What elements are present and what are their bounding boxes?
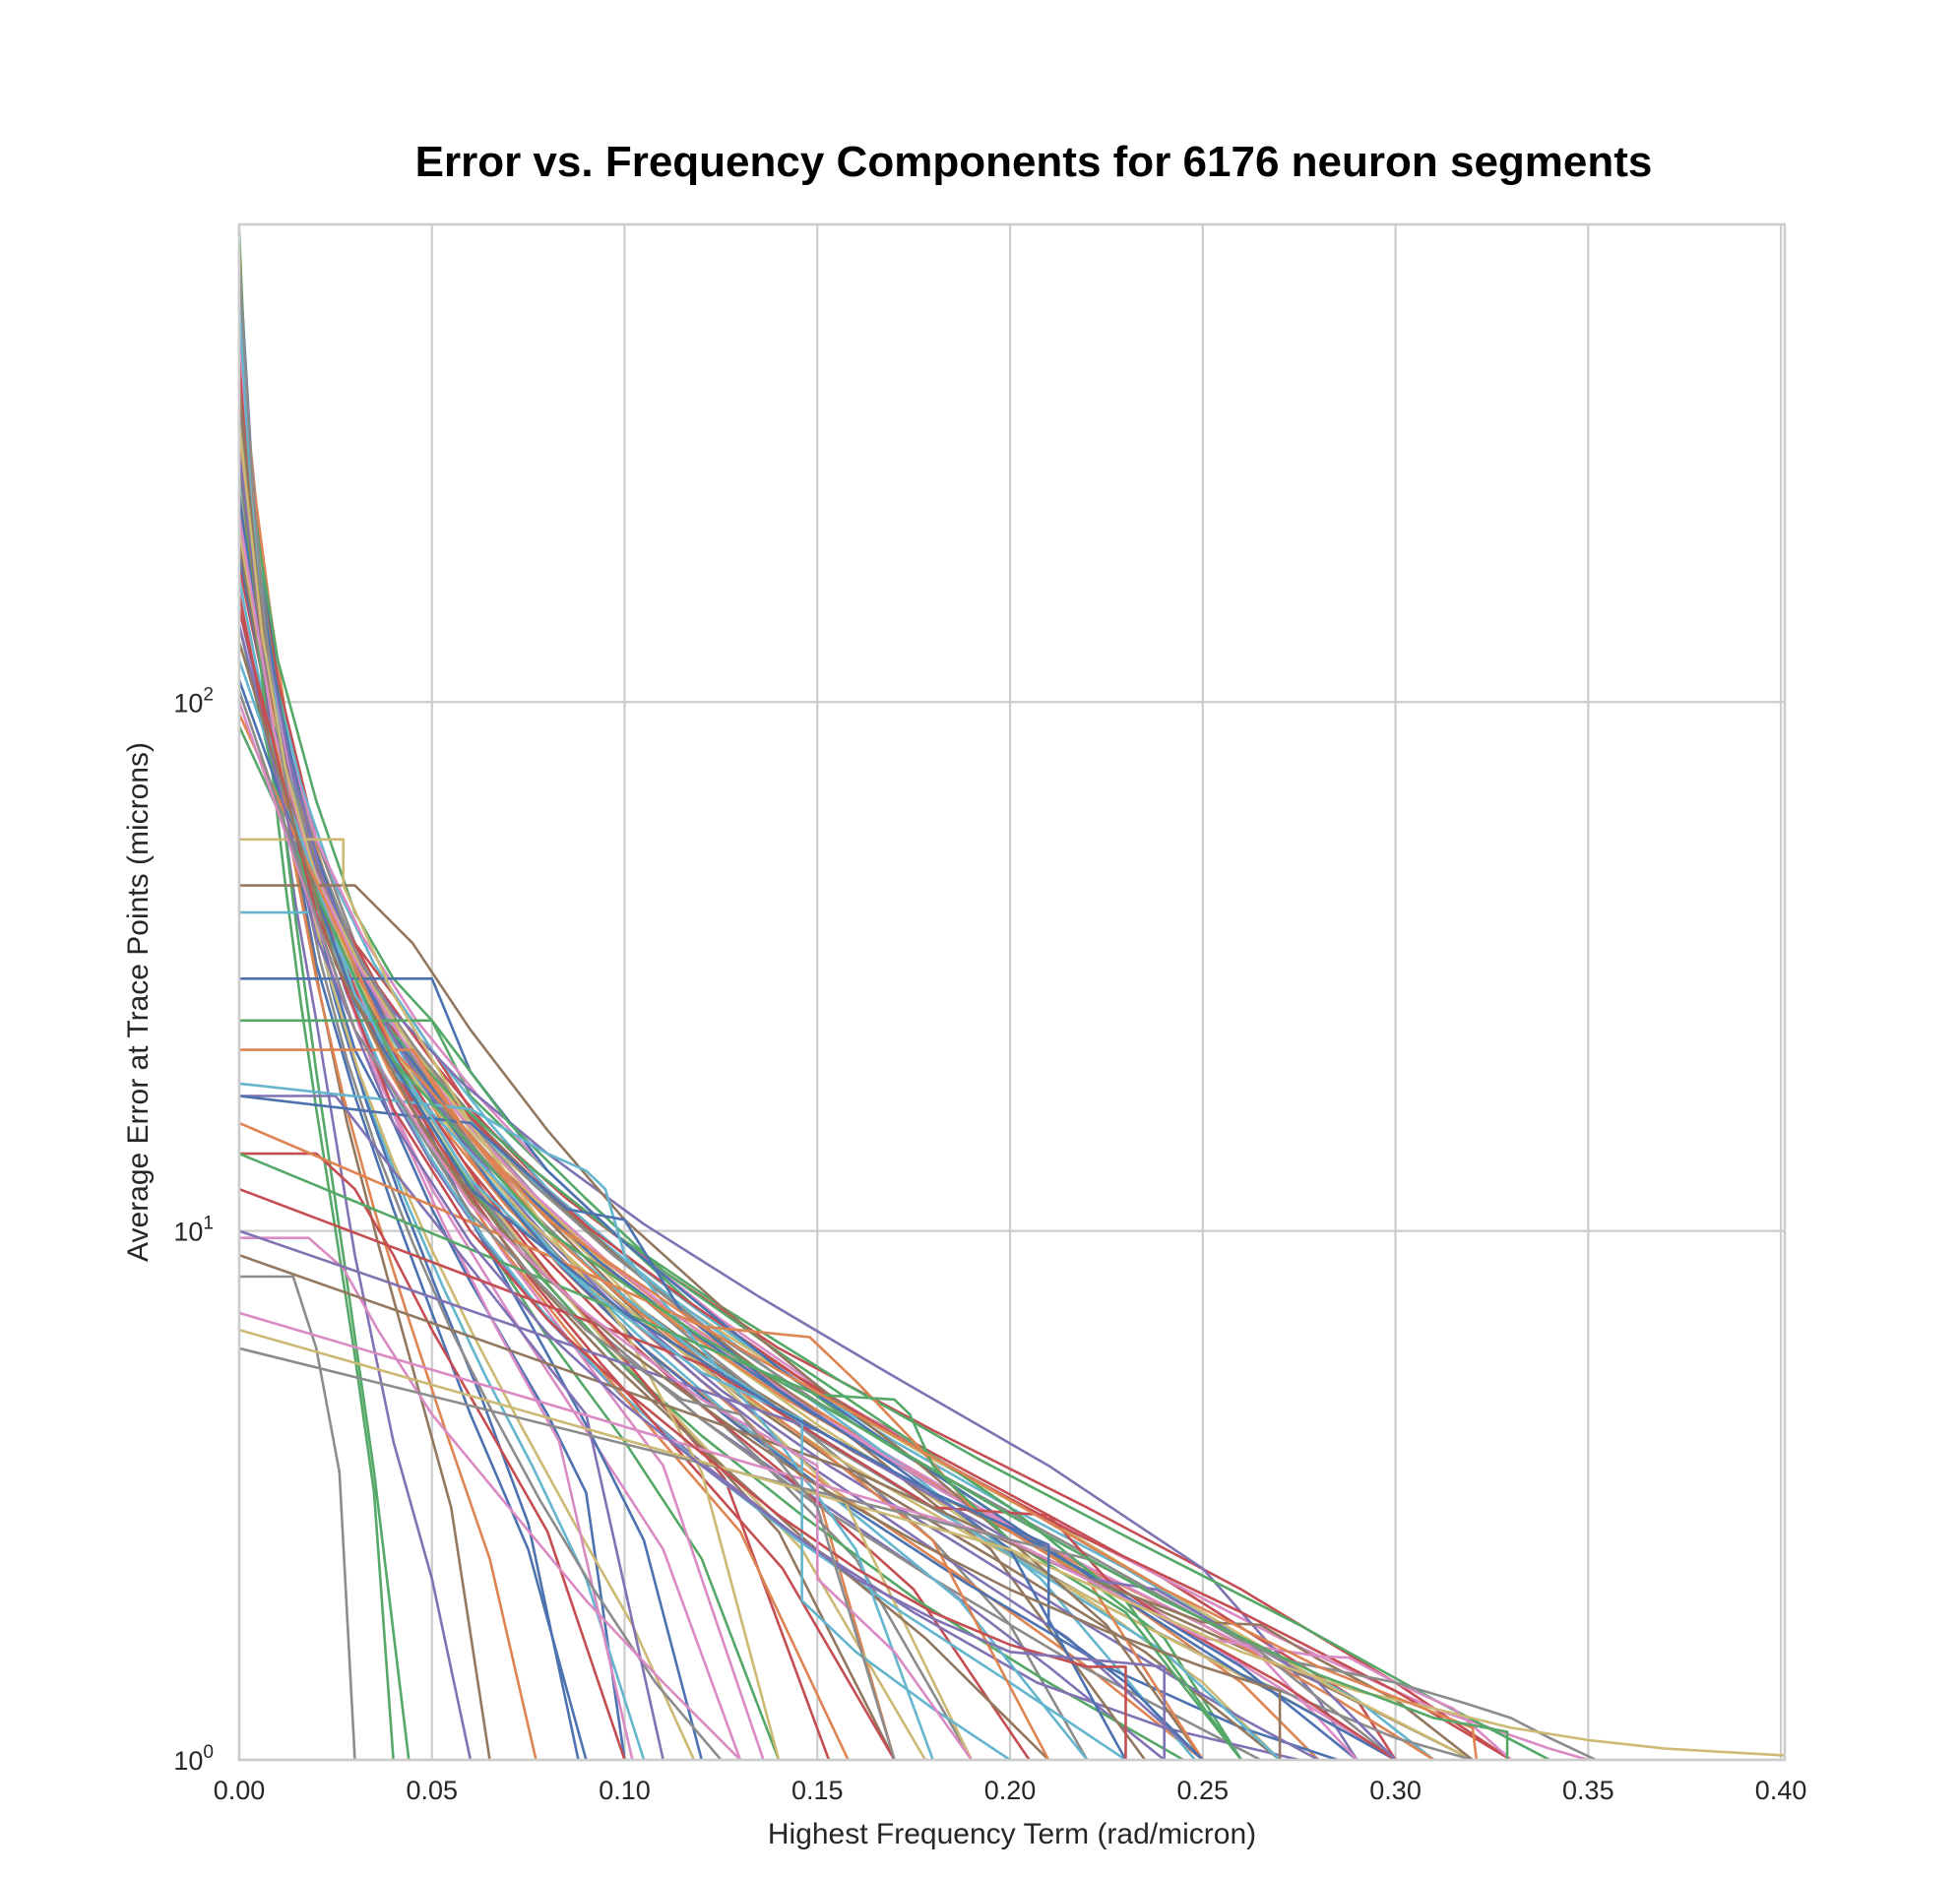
- series-line: [239, 1236, 741, 1761]
- x-tick-label: 0.20: [984, 1776, 1037, 1805]
- series-lines: [237, 229, 1786, 1762]
- series-line: [239, 1275, 356, 1761]
- series-line: [237, 377, 1339, 1762]
- x-tick-label: 0.35: [1562, 1776, 1614, 1805]
- series-line: [237, 423, 1397, 1762]
- y-tick-label: 102: [173, 684, 214, 718]
- series-line: [237, 594, 1512, 1762]
- plot-frame: [237, 222, 1787, 1762]
- series-line: [237, 361, 896, 1761]
- series-line: [237, 306, 580, 1761]
- series-line: [237, 690, 896, 1761]
- series-line: [237, 434, 850, 1761]
- y-axis-label: Average Error at Trace Points (microns): [122, 742, 155, 1262]
- chart-title: Error vs. Frequency Components for 6176 …: [414, 138, 1653, 186]
- x-tick-label: 0.25: [1177, 1776, 1230, 1805]
- x-axis-label: Highest Frequency Term (rad/micron): [768, 1818, 1256, 1850]
- series-line: [237, 713, 1479, 1761]
- series-line: [237, 624, 1166, 1760]
- series-line: [237, 457, 831, 1761]
- x-tick-label: 0.00: [214, 1776, 266, 1805]
- plot-border: [237, 222, 1787, 1762]
- series-line: [239, 1095, 664, 1761]
- y-axis-ticks: 100 101 102: [173, 684, 214, 1776]
- x-tick-label: 0.40: [1755, 1776, 1807, 1805]
- series-line: [238, 1328, 1786, 1757]
- x-tick-label: 0.05: [406, 1776, 458, 1805]
- series-line: [237, 427, 765, 1761]
- y-tick-label: 100: [173, 1742, 214, 1776]
- series-line: [239, 838, 781, 1761]
- series-line: [237, 449, 395, 1761]
- series-line: [237, 580, 1196, 1761]
- series-line: [237, 701, 973, 1761]
- series-line: [239, 1152, 626, 1761]
- y-tick-label: 101: [173, 1214, 214, 1247]
- x-tick-label: 0.15: [791, 1776, 844, 1805]
- series-line: [237, 261, 723, 1761]
- x-axis-ticks: 0.00 0.05 0.10 0.15 0.20 0.25 0.30 0.35 0.40: [214, 1776, 1807, 1805]
- series-line: [238, 1311, 1512, 1761]
- x-tick-label: 0.10: [599, 1776, 651, 1805]
- series-line: [237, 679, 1204, 1761]
- series-line: [237, 659, 1011, 1762]
- x-tick-label: 0.30: [1369, 1776, 1422, 1805]
- series-line: [237, 608, 1127, 1760]
- series-line: [237, 407, 974, 1761]
- series-line: [237, 725, 1509, 1760]
- series-line: [238, 1121, 1204, 1761]
- series-line: [238, 1187, 1397, 1762]
- series-line: [237, 420, 896, 1761]
